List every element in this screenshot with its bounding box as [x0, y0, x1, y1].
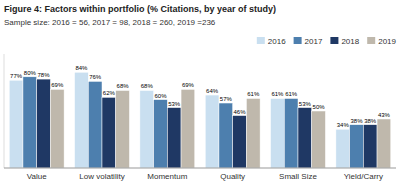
bar	[140, 90, 154, 168]
x-tick-label: Quality	[220, 172, 245, 181]
data-label: 69%	[51, 82, 64, 88]
bar	[377, 119, 391, 168]
x-tick-label: Small Size	[279, 172, 317, 181]
data-label: 78%	[38, 72, 51, 78]
legend-swatch	[257, 37, 265, 44]
bar	[75, 72, 89, 168]
data-label: 53%	[299, 101, 312, 107]
bar	[88, 81, 102, 168]
bar	[284, 98, 298, 168]
title: Figure 4: Factors within portfolio (% Ci…	[4, 4, 276, 14]
legend: 2019 2018 2017 2016	[257, 37, 397, 46]
data-label: 80%	[24, 70, 37, 76]
bar	[246, 98, 260, 168]
legend-label: 2017	[305, 37, 323, 46]
bar	[219, 103, 233, 168]
bar	[350, 125, 364, 168]
bar	[37, 79, 51, 168]
data-label: 61%	[247, 91, 260, 97]
bar	[181, 89, 195, 168]
legend-swatch	[330, 37, 338, 44]
data-label: 53%	[168, 101, 181, 107]
x-tick-label: Value	[27, 172, 47, 181]
x-tick-label: Low volatility	[79, 172, 124, 181]
bar	[298, 108, 312, 168]
legend-label: 2016	[268, 37, 286, 46]
subtitle: Sample size: 2016 = 56, 2017 = 98, 2018 …	[4, 18, 216, 27]
bar	[167, 108, 181, 168]
data-label: 84%	[75, 65, 88, 71]
data-labels: 77%80%78%69%84%76%62%68%68%60%53%69%64%5…	[10, 65, 391, 128]
bar	[312, 111, 326, 168]
bar	[271, 98, 285, 168]
data-label: 61%	[271, 91, 284, 97]
bar	[363, 125, 377, 168]
data-label: 46%	[234, 109, 247, 115]
data-label: 43%	[378, 112, 391, 118]
data-label: 64%	[206, 88, 219, 94]
data-label: 69%	[182, 82, 195, 88]
bars	[9, 72, 391, 168]
data-label: 50%	[313, 104, 326, 110]
data-label: 76%	[89, 74, 102, 80]
legend-swatch	[294, 37, 302, 44]
x-tick-label: Momentum	[147, 172, 187, 181]
legend-label: 2018	[341, 37, 359, 46]
data-label: 77%	[10, 73, 23, 79]
data-label: 34%	[337, 122, 350, 128]
bar	[233, 116, 247, 168]
legend-label: 2019	[378, 37, 396, 46]
y-axis-line	[4, 54, 5, 168]
x-axis-line	[4, 168, 396, 169]
bar	[23, 77, 37, 168]
data-label: 68%	[117, 83, 130, 89]
legend-swatch	[367, 37, 375, 44]
bar	[336, 129, 350, 168]
bar	[116, 90, 130, 168]
bar	[154, 100, 168, 168]
x-tick-label: Yield/Carry	[344, 172, 383, 181]
data-label: 62%	[103, 90, 116, 96]
bar	[9, 80, 23, 168]
data-label: 38%	[350, 118, 363, 124]
data-label: 38%	[364, 118, 377, 124]
data-label: 60%	[154, 93, 167, 99]
data-label: 57%	[220, 96, 233, 102]
bar	[102, 97, 116, 168]
chart: Figure 4: Factors within portfolio (% Ci…	[0, 0, 400, 193]
bar	[50, 89, 64, 168]
data-label: 61%	[285, 91, 298, 97]
bar	[205, 95, 219, 168]
data-label: 68%	[141, 83, 154, 89]
